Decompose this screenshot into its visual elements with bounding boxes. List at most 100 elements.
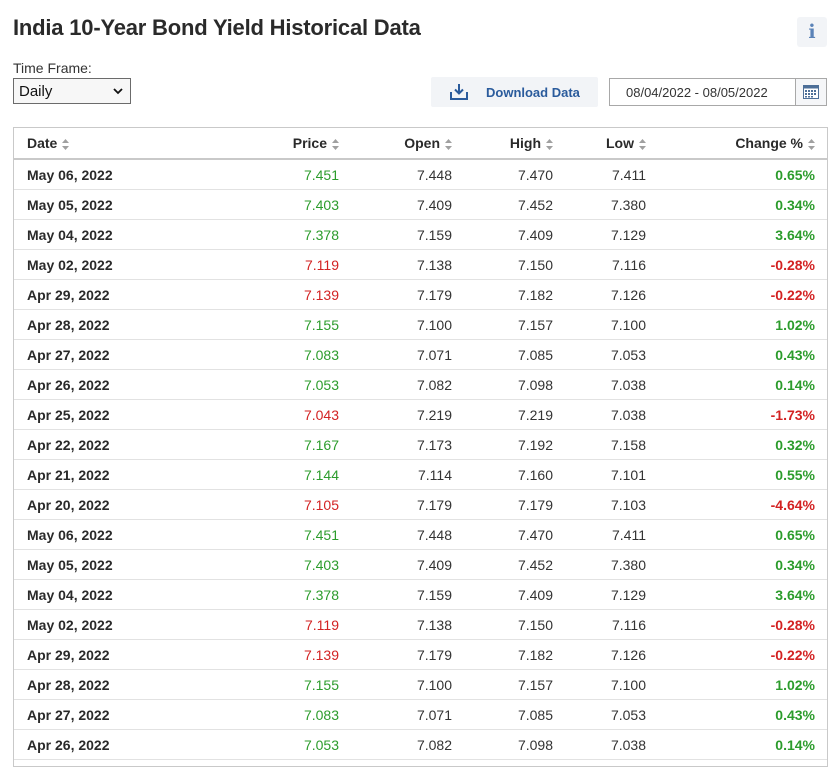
cell-change: 0.43%	[646, 339, 827, 370]
chevron-down-icon	[113, 88, 123, 95]
calendar-button[interactable]	[795, 79, 826, 105]
column-header-price[interactable]: Price	[207, 128, 339, 160]
calendar-icon	[803, 85, 819, 99]
cell-high: 7.085	[452, 699, 553, 730]
column-header-open[interactable]: Open	[339, 128, 452, 160]
info-icon: i	[808, 21, 816, 43]
cell-price: 7.155	[207, 309, 339, 340]
cell-price: 7.155	[207, 669, 339, 700]
cell-high: 7.452	[452, 549, 553, 580]
cell-open: 7.100	[339, 669, 452, 700]
sort-icon	[62, 138, 70, 150]
cell-high: 7.470	[452, 159, 553, 190]
table-row: Apr 27, 2022 7.083 7.071 7.085 7.053 0.43%	[14, 699, 827, 730]
cell-change: 3.64%	[646, 219, 827, 250]
info-button[interactable]: i	[797, 17, 827, 47]
cell-low: 7.411	[553, 159, 646, 190]
column-header-high-label: High	[509, 135, 541, 151]
cell-price: 7.451	[207, 519, 339, 550]
table-row: Apr 22, 2022 7.167 7.173 7.192 7.158 0.32%	[14, 429, 827, 460]
cell-open: 7.219	[339, 399, 452, 430]
column-header-low-label: Low	[606, 135, 634, 151]
sort-icon	[332, 138, 339, 150]
table-row: May 06, 2022 7.451 7.448 7.470 7.411 0.65%	[14, 159, 827, 190]
timeframe-label: Time Frame:	[13, 60, 92, 76]
cell-price: 7.403	[207, 189, 339, 220]
cell-high: 7.098	[452, 369, 553, 400]
download-data-button[interactable]: Download Data	[431, 77, 598, 107]
cell-low: 7.116	[553, 249, 646, 280]
table-row: May 06, 2022 7.451 7.448 7.470 7.411 0.65%	[14, 519, 827, 550]
cell-date: May 06, 2022	[14, 519, 207, 550]
cell-low: 7.129	[553, 219, 646, 250]
cell-low: 7.411	[553, 519, 646, 550]
cell-low: 7.380	[553, 549, 646, 580]
table-row: May 05, 2022 7.403 7.409 7.452 7.380 0.34%	[14, 189, 827, 220]
date-range-value: 08/04/2022 - 08/05/2022	[626, 85, 768, 100]
cell-open: 7.100	[339, 309, 452, 340]
cell-open: 7.082	[339, 369, 452, 400]
date-range-picker[interactable]: 08/04/2022 - 08/05/2022	[609, 78, 827, 106]
cell-change: 0.34%	[646, 549, 827, 580]
cell-high: 7.157	[452, 309, 553, 340]
table-row: Apr 26, 2022 7.053 7.082 7.098 7.038 0.14%	[14, 369, 827, 400]
cell-high: 7.085	[452, 339, 553, 370]
table-row: May 04, 2022 7.378 7.159 7.409 7.129 3.64%	[14, 219, 827, 250]
table-row: Apr 25, 2022 7.043 7.219 7.219 7.038 -1.73%	[14, 399, 827, 430]
cell-date: May 06, 2022	[14, 159, 207, 190]
cell-date: Apr 21, 2022	[14, 459, 207, 490]
table-row: Apr 21, 2022 7.144 7.114 7.160 7.101 0.55%	[14, 459, 827, 490]
timeframe-select[interactable]: Daily	[13, 78, 131, 104]
cell-high: 7.182	[452, 639, 553, 670]
sort-icon	[546, 138, 553, 150]
column-header-change-label: Change %	[735, 135, 803, 151]
table-row: Apr 29, 2022 7.139 7.179 7.182 7.126 -0.22%	[14, 279, 827, 310]
table-row: Apr 28, 2022 7.155 7.100 7.157 7.100 1.02%	[14, 309, 827, 340]
cell-date: Apr 26, 2022	[14, 369, 207, 400]
cell-change: -1.73%	[646, 399, 827, 430]
cell-price: 7.139	[207, 639, 339, 670]
cell-change: 1.02%	[646, 669, 827, 700]
cell-date: Apr 29, 2022	[14, 279, 207, 310]
cell-high: 7.182	[452, 279, 553, 310]
table-row: May 04, 2022 7.378 7.159 7.409 7.129 3.64%	[14, 579, 827, 610]
cell-low: 7.103	[553, 489, 646, 520]
column-header-high[interactable]: High	[452, 128, 553, 160]
cell-open: 7.071	[339, 699, 452, 730]
sort-icon	[445, 138, 452, 150]
cell-price: 7.053	[207, 369, 339, 400]
cell-date: Apr 27, 2022	[14, 339, 207, 370]
column-header-date[interactable]: Date	[14, 128, 207, 160]
cell-low: 7.038	[553, 399, 646, 430]
cell-low: 7.126	[553, 279, 646, 310]
cell-change: 0.32%	[646, 429, 827, 460]
cell-change: 0.34%	[646, 189, 827, 220]
cell-low: 7.053	[553, 339, 646, 370]
page-title: India 10-Year Bond Yield Historical Data	[13, 15, 421, 40]
column-header-price-label: Price	[292, 135, 327, 151]
cell-high: 7.160	[452, 459, 553, 490]
cell-low: 7.380	[553, 189, 646, 220]
cell-date: May 04, 2022	[14, 219, 207, 250]
cell-high: 7.470	[452, 519, 553, 550]
table-header-row: Date Price Open High Low Change %	[14, 128, 827, 160]
cell-high: 7.409	[452, 219, 553, 250]
cell-change: -0.22%	[646, 639, 827, 670]
cell-open: 7.179	[339, 639, 452, 670]
cell-change: -0.28%	[646, 609, 827, 640]
table-body: May 06, 2022 7.451 7.448 7.470 7.411 0.65% May…	[14, 159, 827, 760]
cell-price: 7.378	[207, 219, 339, 250]
cell-low: 7.101	[553, 459, 646, 490]
cell-price: 7.378	[207, 579, 339, 610]
cell-change: 0.14%	[646, 369, 827, 400]
cell-change: 3.64%	[646, 579, 827, 610]
cell-change: 0.65%	[646, 159, 827, 190]
cell-price: 7.119	[207, 249, 339, 280]
column-header-low[interactable]: Low	[553, 128, 646, 160]
column-header-change[interactable]: Change %	[646, 128, 827, 160]
cell-low: 7.038	[553, 369, 646, 400]
cell-high: 7.098	[452, 729, 553, 760]
cell-date: Apr 20, 2022	[14, 489, 207, 520]
cell-date: Apr 25, 2022	[14, 399, 207, 430]
cell-date: Apr 28, 2022	[14, 309, 207, 340]
